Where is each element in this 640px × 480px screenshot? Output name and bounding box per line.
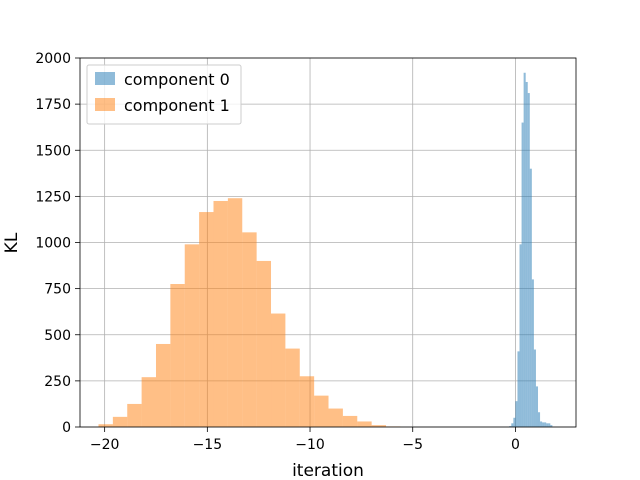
histogram-bar-component-0 [544, 422, 547, 427]
histogram-bar-component-0 [546, 423, 549, 427]
histogram-bar-component-0 [529, 168, 532, 427]
y-tick-label: 500 [44, 328, 71, 344]
histogram-bar-component-1 [357, 421, 372, 427]
histogram-bar-component-0 [535, 386, 539, 427]
histogram-bar-component-1 [256, 260, 272, 427]
histogram-bar-component-1 [127, 403, 142, 427]
histogram-bar-component-1 [299, 376, 315, 427]
histogram-bar-component-1 [170, 284, 185, 427]
histogram-bar-component-1 [155, 343, 171, 427]
histogram-bar-component-0 [540, 421, 543, 427]
histogram-bar-component-0 [548, 423, 551, 427]
histogram-bar-component-0 [542, 422, 545, 427]
histogram-bar-component-1 [184, 244, 200, 427]
histogram-bar-component-0 [509, 426, 512, 427]
histogram-bar-component-0 [511, 423, 514, 427]
histogram-bar-component-0 [517, 351, 520, 427]
histogram-bar-component-0 [519, 244, 522, 427]
histogram-bar-component-0 [523, 72, 526, 427]
x-tick-label: −5 [402, 437, 423, 453]
histogram-bar-component-0 [513, 417, 516, 427]
x-axis-ticks: −20 −15 −10 −5 0 [90, 427, 520, 453]
histogram-bar-component-1 [112, 416, 128, 427]
histogram-bar-component-1 [141, 377, 156, 427]
histogram-bar-component-0 [521, 122, 524, 427]
histogram-bar-component-1 [342, 415, 358, 427]
histogram-bar-component-0 [515, 401, 518, 427]
histogram-bar-component-1 [271, 313, 286, 427]
y-tick-label: 1500 [35, 143, 71, 159]
x-tick-label: 0 [511, 437, 520, 453]
histogram-bar-component-1 [371, 425, 387, 427]
histogram-bars [98, 72, 553, 428]
y-axis-ticks: 0 250 500 750 1000 1250 1500 1750 2000 [35, 51, 80, 436]
histogram-bar-component-0 [538, 412, 541, 427]
x-axis-label: iteration [292, 461, 364, 480]
legend-swatch [95, 72, 115, 85]
legend: component 0 component 1 [86, 64, 242, 125]
y-tick-label: 1250 [35, 189, 71, 205]
y-tick-label: 250 [44, 374, 71, 390]
histogram-bar-component-1 [285, 348, 300, 427]
histogram-bar-component-0 [533, 349, 536, 427]
y-tick-label: 1750 [35, 97, 71, 113]
histogram-bar-component-1 [242, 232, 257, 427]
y-tick-label: 1000 [35, 236, 71, 252]
y-tick-label: 750 [44, 282, 71, 298]
histogram-bar-component-1 [328, 408, 343, 427]
histogram-bar-component-0 [531, 279, 534, 427]
legend-label: component 1 [124, 96, 230, 115]
histogram-bar-component-1 [314, 395, 329, 427]
y-axis-label: KL [2, 232, 22, 253]
y-tick-label: 2000 [35, 51, 71, 67]
histogram-bar-component-0 [527, 93, 530, 428]
x-tick-label: −15 [193, 437, 223, 453]
histogram-bar-component-1 [98, 424, 113, 427]
histogram-bar-component-1 [199, 212, 214, 427]
legend-box [86, 64, 242, 125]
histogram-bar-component-1 [213, 200, 228, 427]
histogram-bar-component-0 [550, 425, 553, 427]
x-tick-label: −20 [90, 437, 120, 453]
y-tick-label: 0 [62, 420, 71, 436]
histogram-bar-component-0 [525, 81, 528, 428]
histogram-bar-component-1 [227, 198, 243, 427]
legend-label: component 0 [124, 70, 230, 89]
legend-swatch [95, 98, 115, 111]
x-tick-label: −10 [295, 437, 325, 453]
